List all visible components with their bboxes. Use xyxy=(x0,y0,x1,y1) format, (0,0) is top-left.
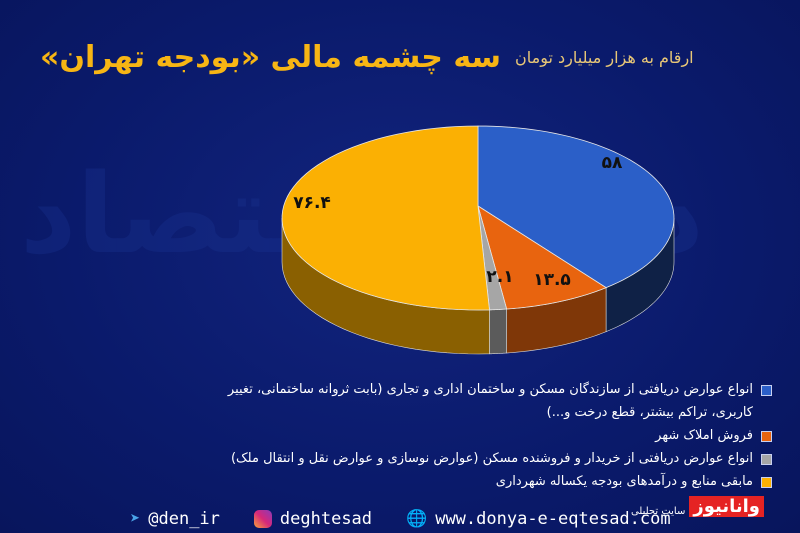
legend-item: فروش املاک شهر xyxy=(212,424,772,447)
pie-slice xyxy=(477,205,508,311)
pie-slice xyxy=(281,125,490,311)
legend-swatch xyxy=(761,385,772,396)
logo-tagline: سایت تحلیلی xyxy=(630,506,686,517)
instagram-icon xyxy=(253,510,272,528)
legend-item: انواع عوارض دریافتی از سازندگان مسکن و س… xyxy=(212,378,772,424)
data-label: ۵۸ xyxy=(602,153,623,173)
legend-label: انواع عوارض دریافتی از خریدار و فروشنده … xyxy=(230,451,753,466)
legend: انواع عوارض دریافتی از سازندگان مسکن و س… xyxy=(212,378,772,493)
data-label: ۷۶.۴ xyxy=(293,193,331,213)
legend-swatch xyxy=(761,477,772,488)
pie-slice xyxy=(477,125,675,289)
instagram-link[interactable]: deghtesad xyxy=(253,509,373,529)
telegram-icon: ➤ xyxy=(130,509,141,529)
data-label: ۲.۱ xyxy=(486,267,513,287)
page-subtitle: ارقام به هزار میلیارد تومان xyxy=(515,48,694,67)
legend-swatch xyxy=(761,454,772,465)
header: سه چشمه مالی «بودجه تهران» ارقام به هزار… xyxy=(40,40,760,75)
website-url: www.donya-e-eqtesad.com xyxy=(435,509,671,529)
legend-label: فروش املاک شهر xyxy=(655,428,753,443)
legend-item: مابقی منابع و درآمدهای بودجه یکساله شهرد… xyxy=(212,470,772,493)
telegram-handle: @den_ir xyxy=(148,509,220,529)
legend-label: مابقی منابع و درآمدهای بودجه یکساله شهرد… xyxy=(495,474,753,489)
logo: وانانیوز سایت تحلیلی xyxy=(631,496,764,517)
legend-label: انواع عوارض دریافتی از سازندگان مسکن و س… xyxy=(227,382,753,420)
page-title: سه چشمه مالی «بودجه تهران» xyxy=(40,40,502,75)
telegram-link[interactable]: ➤ @den_ir xyxy=(130,509,220,529)
legend-swatch xyxy=(761,431,772,442)
legend-item: انواع عوارض دریافتی از خریدار و فروشنده … xyxy=(212,447,772,470)
instagram-handle: deghtesad xyxy=(279,509,373,529)
data-label: ۱۳.۵ xyxy=(533,270,571,290)
footer: ➤ @den_ir deghtesad 🌐 www.donya-e-eqtesad.… xyxy=(130,509,671,529)
pie-slice-side xyxy=(489,308,507,355)
logo-name: وانانیوز xyxy=(689,496,764,517)
globe-icon: 🌐 xyxy=(406,509,428,529)
website-link[interactable]: 🌐 www.donya-e-eqtesad.com xyxy=(406,509,671,529)
pie-slice xyxy=(477,205,607,310)
